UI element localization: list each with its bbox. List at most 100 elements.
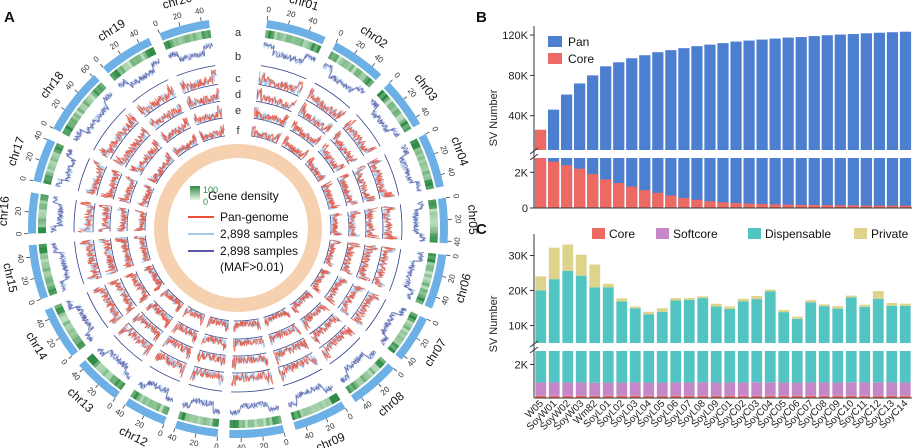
gene-density-cell	[340, 58, 348, 68]
position-tick-label: 0	[346, 411, 355, 421]
gene-density-cell	[204, 30, 209, 39]
chromosome-label: chr05	[465, 204, 480, 235]
gene-density-cell	[92, 360, 101, 368]
track-baseline	[126, 237, 134, 266]
position-tick-label: 40	[194, 6, 205, 17]
gene-density-cell	[71, 114, 80, 122]
track-baseline	[96, 166, 108, 196]
gene-density-cell	[244, 419, 249, 428]
track-line	[182, 397, 221, 415]
bar-segment-core	[697, 395, 709, 398]
gene-density-cell	[392, 339, 402, 347]
bar-segment-private	[778, 310, 790, 313]
bar-segment-dispensable	[872, 298, 884, 343]
track-line	[160, 117, 189, 143]
track-baseline	[233, 335, 263, 340]
track-line	[256, 87, 298, 110]
chromosome-band-chr12	[124, 398, 167, 425]
track-line	[132, 312, 161, 343]
track-baseline	[74, 241, 85, 284]
position-tick-label: 0	[59, 358, 69, 367]
chromosome-label: chr15	[0, 262, 20, 295]
gene-density-cell	[108, 374, 117, 383]
track-line	[311, 269, 330, 294]
track-baseline	[159, 349, 187, 365]
position-tick-label: 40	[406, 355, 419, 368]
bar-segment-dispensable	[589, 287, 601, 343]
bar-segment-softcore	[764, 382, 776, 396]
position-tick-label: 20	[406, 86, 419, 99]
bar-segment-core	[724, 395, 736, 398]
gene-density-cell	[345, 385, 353, 394]
gene-density-cell	[312, 403, 319, 413]
position-tick-label: 0	[283, 437, 290, 447]
bar-segment-core	[575, 395, 587, 398]
gene-density-cell	[193, 415, 199, 424]
track-baseline	[367, 162, 381, 200]
bar-segment-core	[670, 395, 682, 398]
bar-segment-dispensable	[656, 311, 668, 343]
pan-bar	[678, 48, 690, 150]
pan-bar	[652, 52, 664, 150]
position-tick	[26, 256, 31, 259]
gene-density-cell	[66, 122, 76, 130]
position-tick-label: 0	[266, 5, 272, 15]
position-tick-label: 40	[237, 443, 247, 448]
track-line	[98, 204, 112, 233]
position-tick-label: 40	[304, 430, 316, 442]
position-tick	[36, 299, 41, 302]
bar-segment-dispensable	[886, 305, 898, 343]
gene-density-cell	[352, 67, 361, 77]
y-tick-label: 0	[522, 203, 528, 215]
gene-density-cell	[345, 62, 353, 71]
gene-density-cell	[419, 164, 429, 170]
gene-density-cell	[130, 389, 138, 399]
gene-density-cell	[54, 145, 64, 152]
track-baseline	[204, 333, 228, 339]
track-baseline	[167, 288, 184, 304]
track-line	[107, 278, 136, 315]
bar-segment-dispensable	[548, 351, 560, 383]
position-tick-label: 40	[15, 254, 25, 265]
track-baseline	[146, 188, 155, 208]
bar-segment-dispensable	[845, 297, 857, 343]
track-line	[147, 152, 172, 183]
core-bar	[769, 204, 781, 208]
bar-segment-softcore	[859, 382, 871, 396]
gene-density-cell	[380, 94, 389, 102]
pan-bar	[899, 31, 912, 150]
bar-segment-softcore	[791, 382, 803, 396]
gene-density-cell	[46, 168, 55, 174]
bar-segment-dispensable	[724, 308, 736, 343]
gene-density-cell	[386, 100, 395, 109]
pan-bar	[691, 46, 703, 150]
track-line	[51, 196, 65, 234]
core-bar	[665, 195, 677, 208]
bar-segment-dispensable	[562, 351, 574, 383]
gene-density-cell	[394, 336, 403, 344]
gene-density-cell	[409, 138, 419, 145]
pan-bar	[600, 66, 612, 150]
position-tick	[434, 152, 439, 155]
track-baseline	[128, 322, 154, 346]
track-line	[368, 157, 396, 198]
gene-density-cell	[290, 35, 296, 45]
position-tick-label: 20	[108, 39, 121, 52]
gene-density-cell	[73, 112, 82, 120]
gene-density-cell	[155, 402, 162, 412]
bar-segment-core	[791, 395, 803, 398]
track-baseline	[309, 313, 334, 335]
gene-density-cell	[416, 296, 425, 302]
bar-segment-core	[859, 395, 871, 398]
gene-density-cell	[111, 376, 119, 385]
gene-density-cell	[417, 158, 427, 165]
core-bar	[886, 205, 899, 208]
track-baseline	[139, 146, 163, 176]
gene-density-cell	[76, 107, 86, 115]
track-line	[341, 285, 366, 316]
chromosome-band-chr11	[174, 420, 219, 437]
bar-segment-softcore	[832, 382, 844, 396]
track-line	[278, 355, 318, 382]
track-baseline	[273, 337, 304, 352]
bar-segment-private	[832, 306, 844, 309]
